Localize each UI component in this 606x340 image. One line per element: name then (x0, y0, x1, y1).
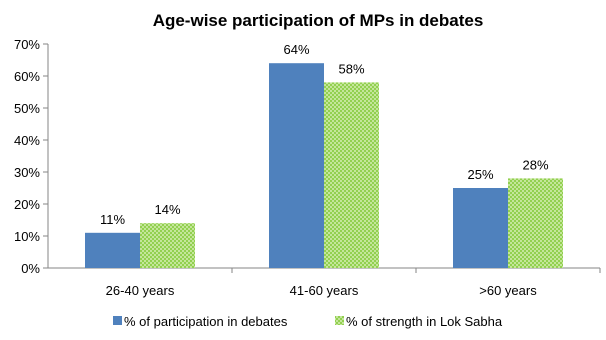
plot-area: 0% 10% 20% 30% 40% 50% 60% 70% 11% 14% 26-40 years… (14, 37, 601, 298)
y-tick-label: 10% (14, 229, 40, 244)
x-tick-label: 41-60 years (290, 283, 359, 298)
data-label: 58% (338, 61, 364, 76)
legend-swatch (335, 316, 344, 325)
bar-participation (269, 63, 324, 269)
data-label: 64% (283, 42, 309, 57)
data-label: 25% (467, 167, 493, 182)
y-tick-label: 60% (14, 69, 40, 84)
y-tick-label: 40% (14, 133, 40, 148)
x-tick-label: 26-40 years (106, 283, 175, 298)
bar-strength (508, 178, 563, 268)
bar-strength (140, 223, 195, 268)
legend: % of participation in debates % of streng… (113, 314, 503, 329)
data-label: 14% (154, 202, 180, 217)
bar-strength (324, 82, 379, 269)
data-label: 28% (522, 157, 548, 172)
bar-participation (453, 188, 508, 268)
x-tick-label: >60 years (479, 283, 537, 298)
data-label: 11% (100, 212, 125, 227)
y-tick-label: 20% (14, 197, 40, 212)
y-tick-label: 70% (14, 37, 40, 52)
y-tick-label: 30% (14, 165, 40, 180)
y-tick-label: 0% (21, 261, 40, 276)
legend-label: % of participation in debates (124, 314, 288, 329)
y-tick-label: 50% (14, 101, 40, 116)
legend-label: % of strength in Lok Sabha (346, 314, 503, 329)
legend-swatch (113, 316, 122, 325)
bar-participation (85, 232, 140, 268)
chart-title: Age-wise participation of MPs in debates (153, 11, 484, 30)
